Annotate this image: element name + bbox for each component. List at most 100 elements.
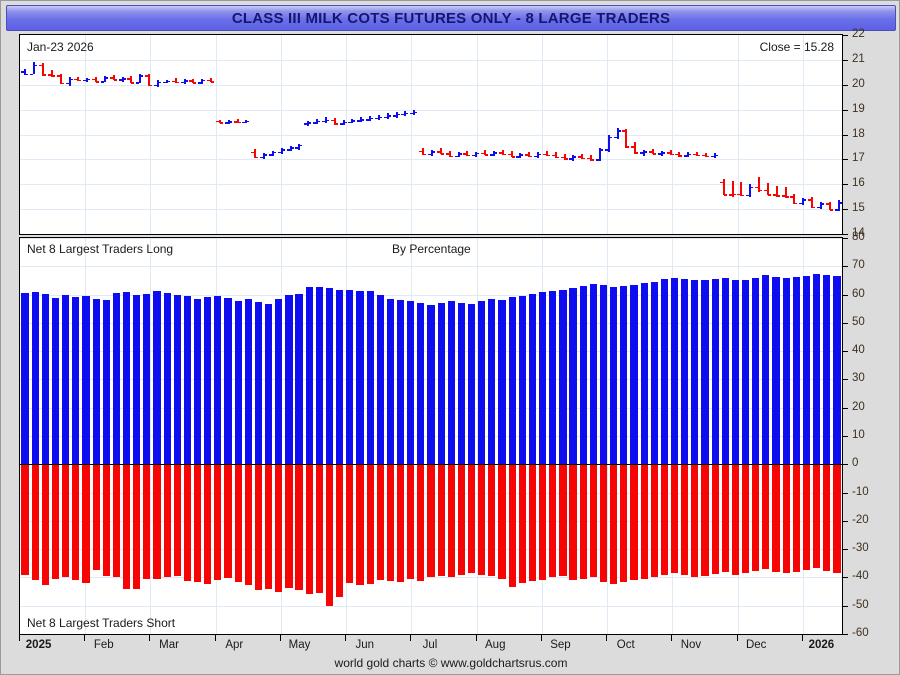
long-bar: [285, 295, 293, 465]
short-bar: [72, 464, 80, 581]
x-axis-tick: [802, 635, 803, 641]
axis-tick: [843, 85, 848, 86]
short-bar: [163, 464, 171, 578]
short-bar: [559, 464, 567, 577]
axis-tick: [843, 234, 848, 235]
long-bar: [599, 285, 608, 465]
long-bar: [549, 290, 557, 465]
gridline-h: [20, 85, 842, 86]
short-bar: [143, 464, 151, 579]
long-bar: [752, 277, 760, 465]
short-bar: [62, 464, 70, 577]
close-label: Close = 15.28: [759, 40, 834, 54]
short-bar: [51, 464, 60, 580]
long-bar: [72, 297, 80, 465]
axis-tick: [843, 436, 848, 437]
x-axis-tick: [671, 635, 672, 641]
window-title-bar: CLASS III MILK COTS FUTURES ONLY - 8 LAR…: [6, 5, 896, 31]
long-bar: [183, 295, 192, 465]
short-bar: [407, 464, 415, 580]
long-bar: [163, 293, 171, 465]
price-axis-label: 19: [852, 103, 865, 115]
short-bar: [41, 464, 49, 585]
gridline-h: [20, 209, 842, 210]
short-bar: [539, 464, 547, 580]
axis-tick: [843, 60, 848, 61]
gridline-h: [20, 295, 842, 296]
axis-tick: [843, 159, 848, 160]
long-bar: [741, 279, 750, 465]
short-bar: [640, 464, 648, 579]
long-bar: [366, 291, 374, 465]
long-bar: [731, 280, 740, 465]
x-axis-tick: [476, 635, 477, 641]
short-bar: [234, 464, 242, 582]
short-bar: [802, 464, 811, 571]
axis-tick: [843, 35, 848, 36]
axis-tick: [843, 606, 848, 607]
short-bar: [711, 464, 719, 574]
footer-credit: world gold charts © www.goldchartsrus.co…: [334, 656, 568, 670]
axis-tick: [843, 135, 848, 136]
gridline-v: [477, 35, 478, 234]
long-bar: [813, 273, 821, 465]
short-bar: [610, 464, 618, 585]
x-axis-tick: [606, 635, 607, 641]
axis-tick: [843, 493, 848, 494]
long-bar: [204, 296, 212, 465]
percentage-axis-label: -50: [852, 599, 869, 611]
long-bar: [407, 301, 415, 465]
percentage-axis-label: 80: [852, 231, 865, 243]
gridline-h: [20, 60, 842, 61]
long-bar: [508, 297, 516, 465]
x-axis-label: Jul: [422, 639, 438, 651]
price-axis-label: 14: [852, 227, 865, 239]
gridline-v: [150, 35, 151, 234]
short-bar: [447, 464, 455, 578]
long-bar: [772, 276, 780, 465]
short-bar: [772, 464, 780, 572]
short-bar: [244, 464, 252, 586]
percentage-axis-label: -20: [852, 514, 869, 526]
long-bar: [417, 303, 425, 465]
axis-tick: [843, 238, 848, 239]
short-bar: [599, 464, 608, 582]
long-bar: [214, 295, 222, 465]
short-bar: [133, 464, 141, 590]
price-axis-label: 20: [852, 78, 865, 90]
axis-tick: [843, 464, 848, 465]
short-bar: [467, 464, 476, 573]
long-bar: [112, 293, 121, 465]
long-bar: [630, 285, 638, 465]
short-bar: [386, 464, 395, 582]
axis-tick: [843, 634, 848, 635]
x-axis-label: Aug: [485, 639, 506, 651]
long-bar: [224, 298, 232, 465]
short-bar: [569, 464, 577, 581]
percentage-axis-label: -40: [852, 570, 869, 582]
short-bar: [498, 464, 506, 579]
long-bar: [265, 304, 273, 465]
short-bar: [518, 464, 526, 584]
long-bar: [82, 295, 90, 465]
long-bar: [396, 300, 405, 465]
x-axis-label: Feb: [93, 639, 114, 651]
x-axis-tick: [19, 635, 20, 641]
long-bar: [305, 287, 313, 465]
percentage-axis-label: 50: [852, 316, 865, 328]
short-bar: [660, 464, 669, 575]
long-bar: [376, 294, 384, 465]
long-bar: [579, 285, 587, 465]
long-bar: [31, 291, 39, 465]
short-bar: [813, 464, 821, 569]
long-bar: [640, 283, 648, 465]
long-bar: [528, 294, 537, 465]
long-bar: [691, 280, 699, 465]
percentage-axis-label: 0: [852, 457, 859, 469]
price-axis-label: 22: [852, 28, 865, 40]
x-axis-tick: [345, 635, 346, 641]
long-bar: [21, 293, 29, 465]
price-axis-label: 17: [852, 152, 865, 164]
long-bar: [244, 298, 252, 465]
short-bar: [275, 464, 283, 593]
